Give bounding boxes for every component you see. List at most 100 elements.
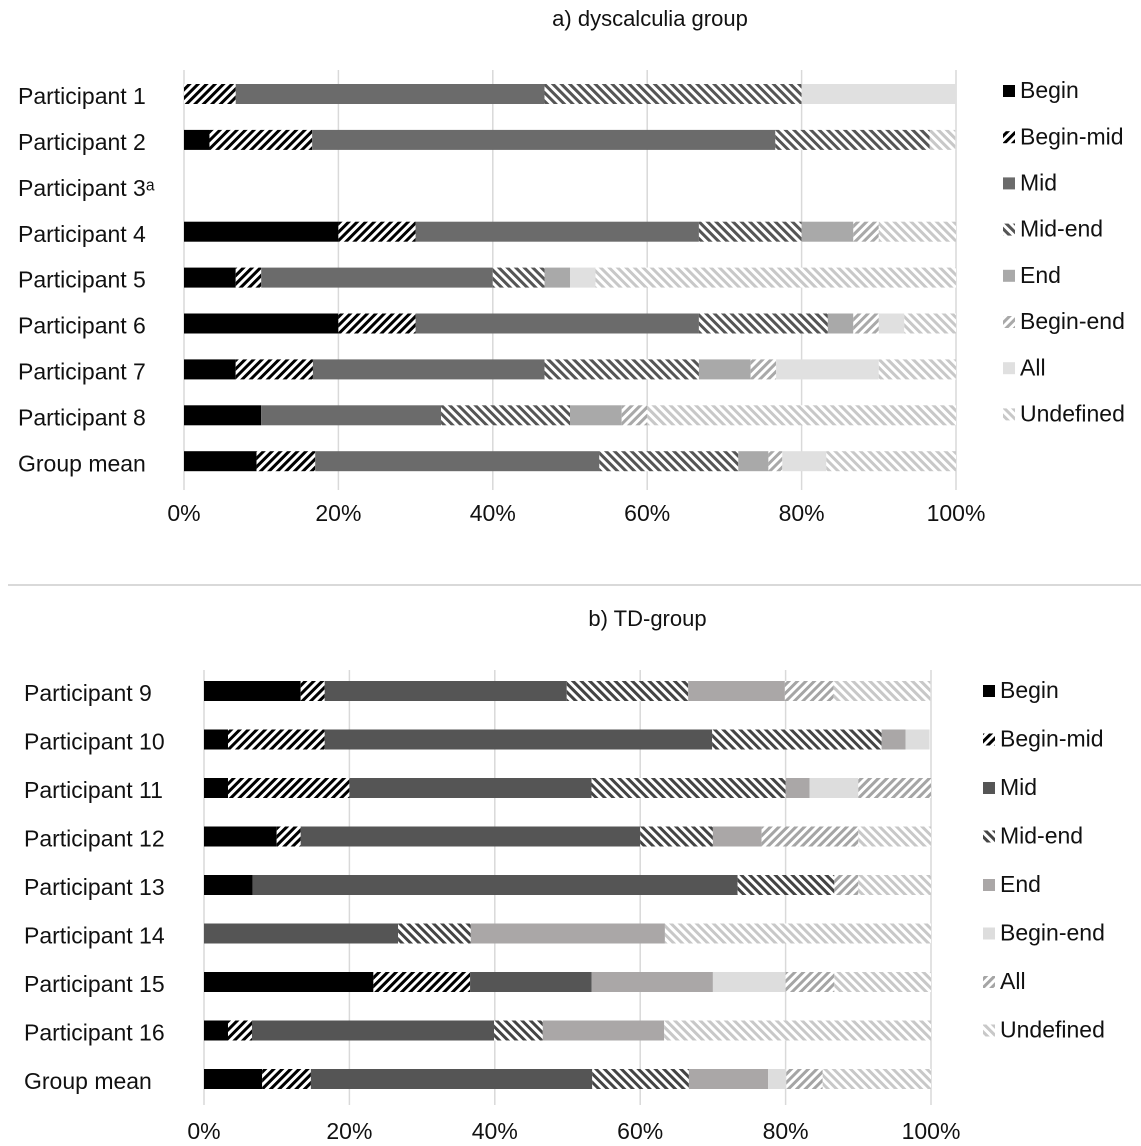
y-tick-label: Group mean [24,1068,152,1094]
bar-segment [698,313,828,334]
bar-segment [595,267,956,288]
bar-segment [591,972,713,992]
x-tick-label: 80% [763,1118,809,1144]
bar-segment [698,221,802,242]
bar-segment [349,778,592,798]
bar-segment [204,681,301,701]
bar-segment [853,313,879,334]
bar-segment [750,359,777,380]
bar-segment [227,729,325,750]
bar-segment [204,1069,263,1089]
bar-segment [204,972,374,992]
bar-segment [204,1020,228,1041]
bar-segment [470,972,592,992]
legend-label: Mid [1020,169,1057,195]
y-tick-label: Participant 12 [24,826,165,852]
bar-segment [904,313,956,334]
bar-segment [776,359,879,380]
bar-segment [415,313,699,334]
legend-swatch [983,976,995,988]
bar-segment [599,451,739,472]
bar-segment [251,1020,495,1041]
y-tick-label: Participant 4 [18,221,146,247]
legend-label: Begin-mid [1020,123,1124,149]
y-tick-label: Participant 3ᵃ [18,175,155,201]
bar-segment [640,826,713,847]
bar-segment [544,359,699,380]
x-tick-label: 40% [472,1118,518,1144]
bar-segment [204,875,253,895]
bar-segment [184,129,210,150]
bar-segment [544,84,802,104]
bar-segment [592,1069,689,1089]
y-tick-label: Participant 6 [18,313,146,339]
x-tick-label: 0% [187,1118,220,1144]
bar-segment [782,451,827,472]
bar-segment [184,451,257,472]
x-tick-label: 60% [624,500,670,526]
legend-label: End [1020,262,1061,288]
legend-label: Begin-end [1000,920,1105,946]
bar-segment [262,1069,311,1089]
legend-label: Mid-end [1020,216,1103,242]
legend-label: Mid-end [1000,823,1083,849]
y-tick-label: Participant 8 [18,404,146,430]
bar-segment [566,681,689,701]
bar-segment [833,681,931,701]
bar-segment [785,778,810,798]
bar-segment [878,313,905,334]
y-tick-label: Participant 7 [18,358,146,384]
bar-segment [853,221,879,242]
bar-segment [768,1069,787,1089]
bar-segment [227,1020,252,1041]
bar-segment [235,267,262,288]
bar-segment [570,267,596,288]
bar-segment [184,84,236,104]
legend-label: Undefined [1000,1017,1105,1043]
legend-swatch [1003,269,1015,282]
bar-segment [204,778,228,798]
bar-segment [338,313,416,334]
y-tick-label: Participant 15 [24,971,165,997]
bar-segment [470,923,665,944]
bar-segment [415,221,699,242]
legend-label: All [1020,354,1046,380]
bar-segment [858,875,931,895]
bar-segment [878,221,956,242]
bar-segment [834,875,859,895]
legend-swatch [1003,408,1015,421]
x-tick-label: 100% [902,1118,961,1144]
legend-swatch [983,782,995,794]
bar-segment [184,221,339,242]
bar-segment [761,826,859,847]
bar-segment [398,923,471,944]
y-tick-label: Participant 2 [18,129,146,155]
bar-segment [929,129,956,150]
bar-segment [300,681,325,701]
bar-segment [324,729,713,750]
bar-segment [261,267,493,288]
x-tick-label: 60% [617,1118,663,1144]
bar-segment [827,313,854,334]
bar-segment [184,313,339,334]
bar-segment [276,826,301,847]
bar-segment [315,451,600,472]
y-tick-label: Participant 13 [24,874,165,900]
x-tick-label: 80% [779,500,825,526]
bar-segment [209,129,313,150]
bar-segment [905,729,930,750]
bar-segment [809,778,859,798]
legend-swatch [1003,85,1015,97]
legend-swatch [983,830,995,843]
bar-segment [184,267,236,288]
bar-segment [544,267,570,288]
legend-swatch [983,685,995,697]
bar-segment [492,267,545,288]
bar-segment [712,729,882,750]
bar-segment [235,84,545,104]
legend-label: Begin-end [1020,308,1125,334]
bar-segment [324,681,567,701]
legend-swatch [1003,362,1015,375]
y-tick-label: Participant 11 [24,777,163,803]
